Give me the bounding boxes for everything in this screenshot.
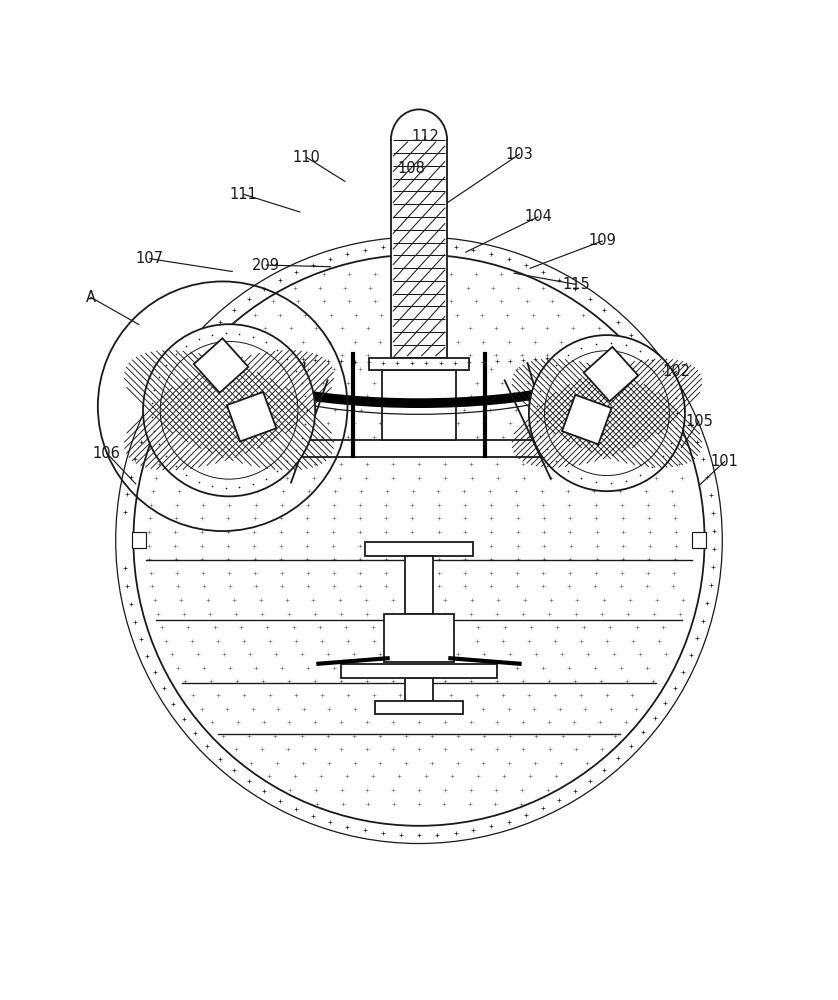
Bar — [208, 440, 630, 457]
Text: 104: 104 — [524, 209, 552, 224]
Circle shape — [529, 335, 685, 491]
Text: A: A — [85, 290, 96, 305]
Text: 111: 111 — [230, 187, 257, 202]
Text: 108: 108 — [397, 161, 425, 176]
Bar — [406, 556, 432, 614]
Text: 115: 115 — [562, 277, 590, 292]
Bar — [365, 542, 473, 556]
Text: 109: 109 — [588, 233, 617, 248]
Text: 107: 107 — [136, 251, 163, 266]
Bar — [691, 532, 706, 548]
Text: 112: 112 — [411, 129, 439, 144]
Text: 209: 209 — [252, 258, 280, 273]
Text: 110: 110 — [292, 150, 320, 165]
Bar — [340, 664, 498, 678]
Circle shape — [116, 237, 722, 844]
Bar — [132, 532, 147, 548]
Bar — [384, 614, 454, 662]
Bar — [584, 347, 639, 401]
Bar — [382, 370, 456, 440]
Text: 105: 105 — [685, 414, 713, 429]
Bar — [369, 358, 469, 370]
Bar — [391, 140, 447, 357]
Text: 102: 102 — [662, 364, 691, 379]
Bar — [375, 701, 463, 714]
Text: 101: 101 — [711, 454, 738, 469]
Text: 106: 106 — [93, 446, 121, 461]
Bar — [406, 678, 432, 701]
Circle shape — [143, 324, 315, 496]
Bar — [562, 395, 612, 444]
Bar — [194, 338, 248, 393]
Bar — [227, 392, 277, 441]
Text: 103: 103 — [505, 147, 534, 162]
